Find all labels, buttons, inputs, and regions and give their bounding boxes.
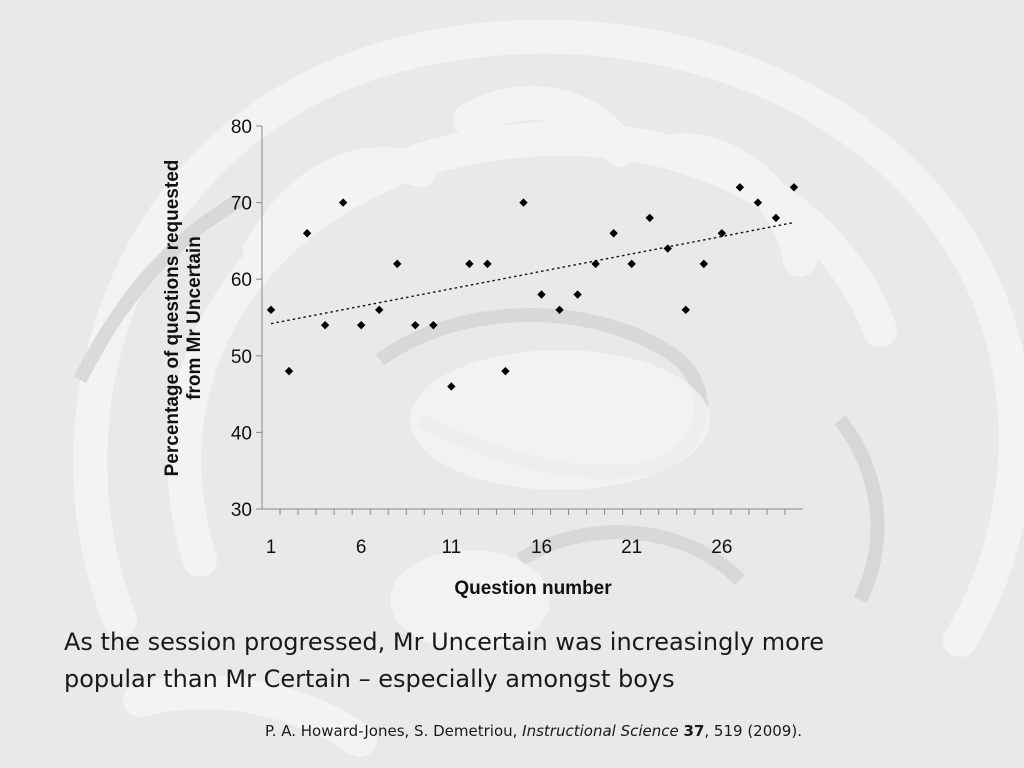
caption-line1: As the session progressed, Mr Uncertain … <box>64 628 824 656</box>
x-ticks: 1 6 11 16 21 26 <box>266 509 786 558</box>
data-points <box>266 183 799 391</box>
y-tick-label: 50 <box>231 347 252 368</box>
data-point <box>555 305 564 315</box>
data-point <box>789 183 799 192</box>
y-axis-title-line2: from Mr Uncertain <box>184 236 205 400</box>
citation: P. A. Howard-Jones, S. Demetriou, Instru… <box>265 722 965 740</box>
y-axis-title: Percentage of questions requested from M… <box>162 160 205 477</box>
citation-authors: P. A. Howard-Jones, S. Demetriou, <box>265 722 523 740</box>
data-point <box>663 244 672 253</box>
data-point <box>429 320 438 330</box>
y-axis-title-line1: Percentage of questions requested <box>162 160 183 477</box>
y-tick-label: 60 <box>231 270 252 291</box>
citation-journal: Instructional Science <box>522 722 679 740</box>
data-point <box>266 305 276 315</box>
data-point <box>501 366 510 376</box>
data-point <box>753 198 763 207</box>
data-point <box>375 305 384 315</box>
data-point <box>591 259 600 269</box>
data-point <box>771 213 781 223</box>
data-point <box>483 259 492 269</box>
x-tick-label: 26 <box>711 537 732 558</box>
data-point <box>465 259 474 269</box>
data-point <box>320 320 330 330</box>
data-point <box>338 198 348 207</box>
data-point <box>627 259 636 269</box>
citation-rest: , 519 (2009). <box>704 722 802 740</box>
data-point <box>302 229 312 238</box>
data-point <box>411 320 420 330</box>
data-point <box>735 183 745 192</box>
y-tick-label: 70 <box>231 194 252 215</box>
y-tick-label: 40 <box>231 423 252 444</box>
citation-volume: 37 <box>683 722 705 740</box>
data-point <box>645 213 654 223</box>
data-point <box>573 290 582 299</box>
data-point <box>284 366 294 376</box>
x-tick-label: 21 <box>621 537 642 558</box>
y-tick-label: 30 <box>231 500 252 521</box>
trendline <box>270 221 795 325</box>
caption-line2: popular than Mr Certain – especially amo… <box>64 665 675 693</box>
data-point <box>537 290 546 299</box>
data-point <box>681 305 690 315</box>
data-point <box>356 320 366 330</box>
data-point <box>609 229 618 238</box>
data-point <box>519 198 528 207</box>
y-tick-label: 80 <box>231 117 252 138</box>
data-point <box>717 229 727 238</box>
caption: As the session progressed, Mr Uncertain … <box>64 624 964 698</box>
y-ticks: 30 40 50 60 70 80 <box>231 117 262 521</box>
data-point <box>447 382 456 391</box>
x-axis-title: Question number <box>454 578 612 599</box>
x-tick-label: 11 <box>441 537 461 558</box>
data-point <box>699 259 709 269</box>
x-tick-label: 1 <box>266 537 277 558</box>
x-tick-label: 16 <box>531 537 552 558</box>
x-tick-label: 6 <box>356 537 367 558</box>
data-point <box>393 259 402 269</box>
